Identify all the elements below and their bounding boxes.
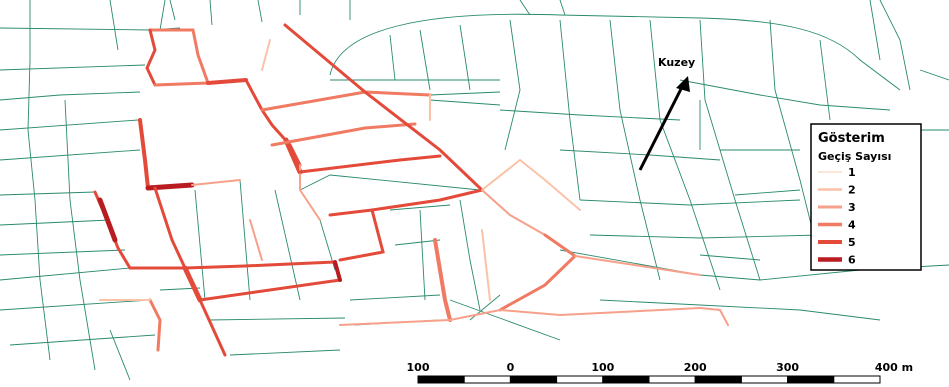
scale-bar-segment: [602, 375, 650, 384]
legend-label-5: 5: [848, 236, 856, 249]
scale-bar-segment: [648, 375, 696, 384]
route-network: [93, 23, 729, 357]
scale-bar-labels: 100 0 100 200 300 400 m: [407, 361, 914, 374]
legend-title: Gösterim: [818, 131, 885, 146]
legend: Gösterim Geçiş Sayısı 1 2 3 4 5 6: [810, 123, 922, 271]
north-arrow: Kuzey: [638, 56, 695, 171]
scale-bar-label: 300: [776, 361, 799, 374]
scale-bar-segment: [833, 375, 881, 384]
legend-label-2: 2: [848, 184, 856, 197]
legend-label-6: 6: [848, 254, 856, 267]
scale-bar-segment: [417, 375, 465, 384]
legend-label-3: 3: [848, 201, 856, 214]
scale-bar-label: 200: [684, 361, 707, 374]
scale-bar-segment: [556, 375, 604, 384]
scale-bar-segments: [417, 375, 881, 384]
scale-bar-label: 400 m: [875, 361, 913, 374]
scale-bar-label: 100: [591, 361, 614, 374]
scale-bar-label: 0: [507, 361, 515, 374]
legend-label-1: 1: [848, 166, 856, 179]
legend-label-4: 4: [848, 219, 856, 232]
scale-bar-segment: [463, 375, 511, 384]
scale-bar-segment: [787, 375, 835, 384]
scale-bar-segment: [509, 375, 558, 384]
scale-bar-segment: [740, 375, 789, 384]
scale-bar-segment: [694, 375, 742, 384]
legend-subtitle: Geçiş Sayısı: [818, 150, 891, 163]
north-arrow-label: Kuzey: [658, 56, 695, 69]
legend-items: 1 2 3 4 5 6: [818, 166, 856, 267]
scale-bar: 100 0 100 200 300 400 m: [407, 361, 914, 384]
scale-bar-label: 100: [407, 361, 430, 374]
